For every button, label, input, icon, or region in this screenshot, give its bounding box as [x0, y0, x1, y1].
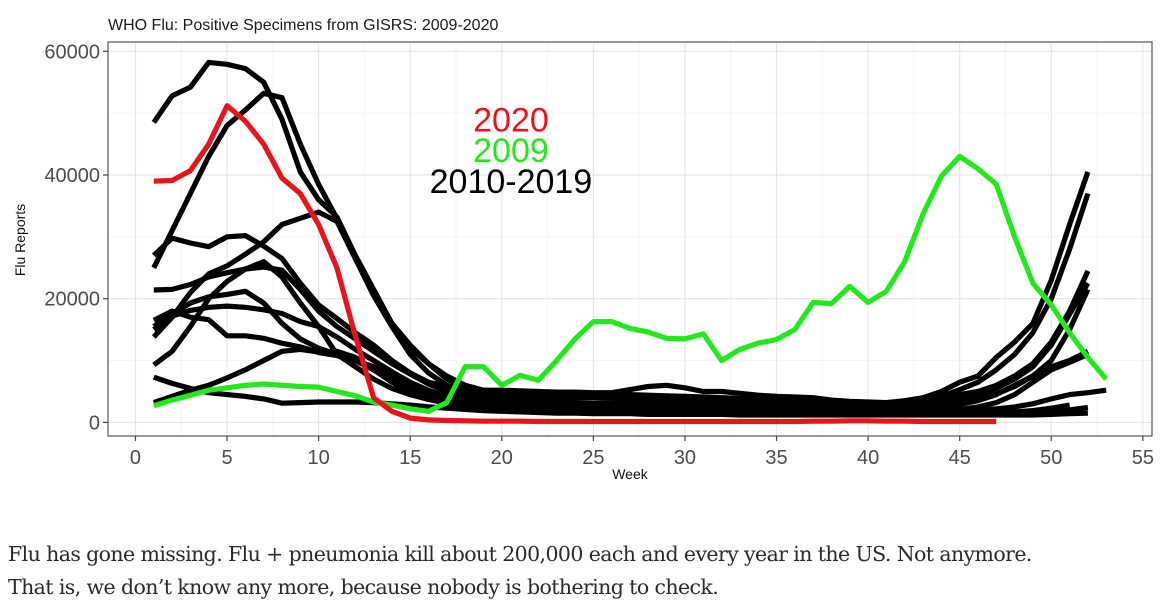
- x-tick-label: 40: [857, 447, 879, 469]
- x-tick-label: 10: [308, 447, 330, 469]
- series-2010-2019-line-3: [151, 209, 1091, 410]
- x-tick-label: 0: [130, 447, 141, 469]
- panel-border: [107, 41, 1153, 437]
- grid: [108, 42, 1152, 436]
- series-2010-2019-line-10: [152, 374, 1088, 418]
- annotation-2010-2019: 2010-2019: [430, 163, 593, 201]
- x-tick-label: 15: [399, 447, 421, 469]
- caption-line-2: That is, we don’t know any more, because…: [8, 575, 719, 599]
- x-axis: 0 5 10 15 20 25 30 35 40 45 50 55: [130, 436, 1154, 469]
- x-tick-label: 50: [1040, 447, 1062, 469]
- x-tick-label: 35: [765, 447, 787, 469]
- x-tick-label: 5: [221, 447, 232, 469]
- y-tick-label: 60000: [44, 41, 100, 63]
- series-2010-2019-line-2: [152, 233, 1091, 406]
- series-2010-2019-line-0: [151, 59, 1091, 406]
- chart-title: WHO Flu: Positive Specimens from GISRS: …: [108, 17, 498, 34]
- y-tick-label: 40000: [44, 165, 100, 187]
- series-2009-line: [153, 153, 1109, 414]
- x-axis-label: Week: [612, 466, 649, 482]
- y-axis-label: Flu Reports: [12, 204, 28, 276]
- annotation-2009: 2009: [473, 132, 549, 170]
- series-2010-2019-line-1: [151, 90, 1091, 408]
- series-2020-line: [153, 103, 997, 425]
- x-tick-label: 30: [674, 447, 696, 469]
- flu-chart: WHO Flu: Positive Specimens from GISRS: …: [12, 17, 1154, 482]
- annotation-2020: 2020: [473, 101, 549, 139]
- x-tick-label: 25: [582, 447, 604, 469]
- y-tick-label: 20000: [44, 289, 100, 311]
- caption: Flu has gone missing. Flu + pneumonia ki…: [8, 538, 1168, 604]
- x-tick-label: 20: [491, 447, 513, 469]
- series-group: [151, 59, 1109, 425]
- y-tick-label: 0: [89, 412, 100, 434]
- x-tick-label: 55: [1132, 447, 1154, 469]
- caption-line-1: Flu has gone missing. Flu + pneumonia ki…: [8, 542, 1032, 566]
- y-axis: 0 20000 40000 60000: [44, 41, 108, 434]
- x-tick-label: 45: [949, 447, 971, 469]
